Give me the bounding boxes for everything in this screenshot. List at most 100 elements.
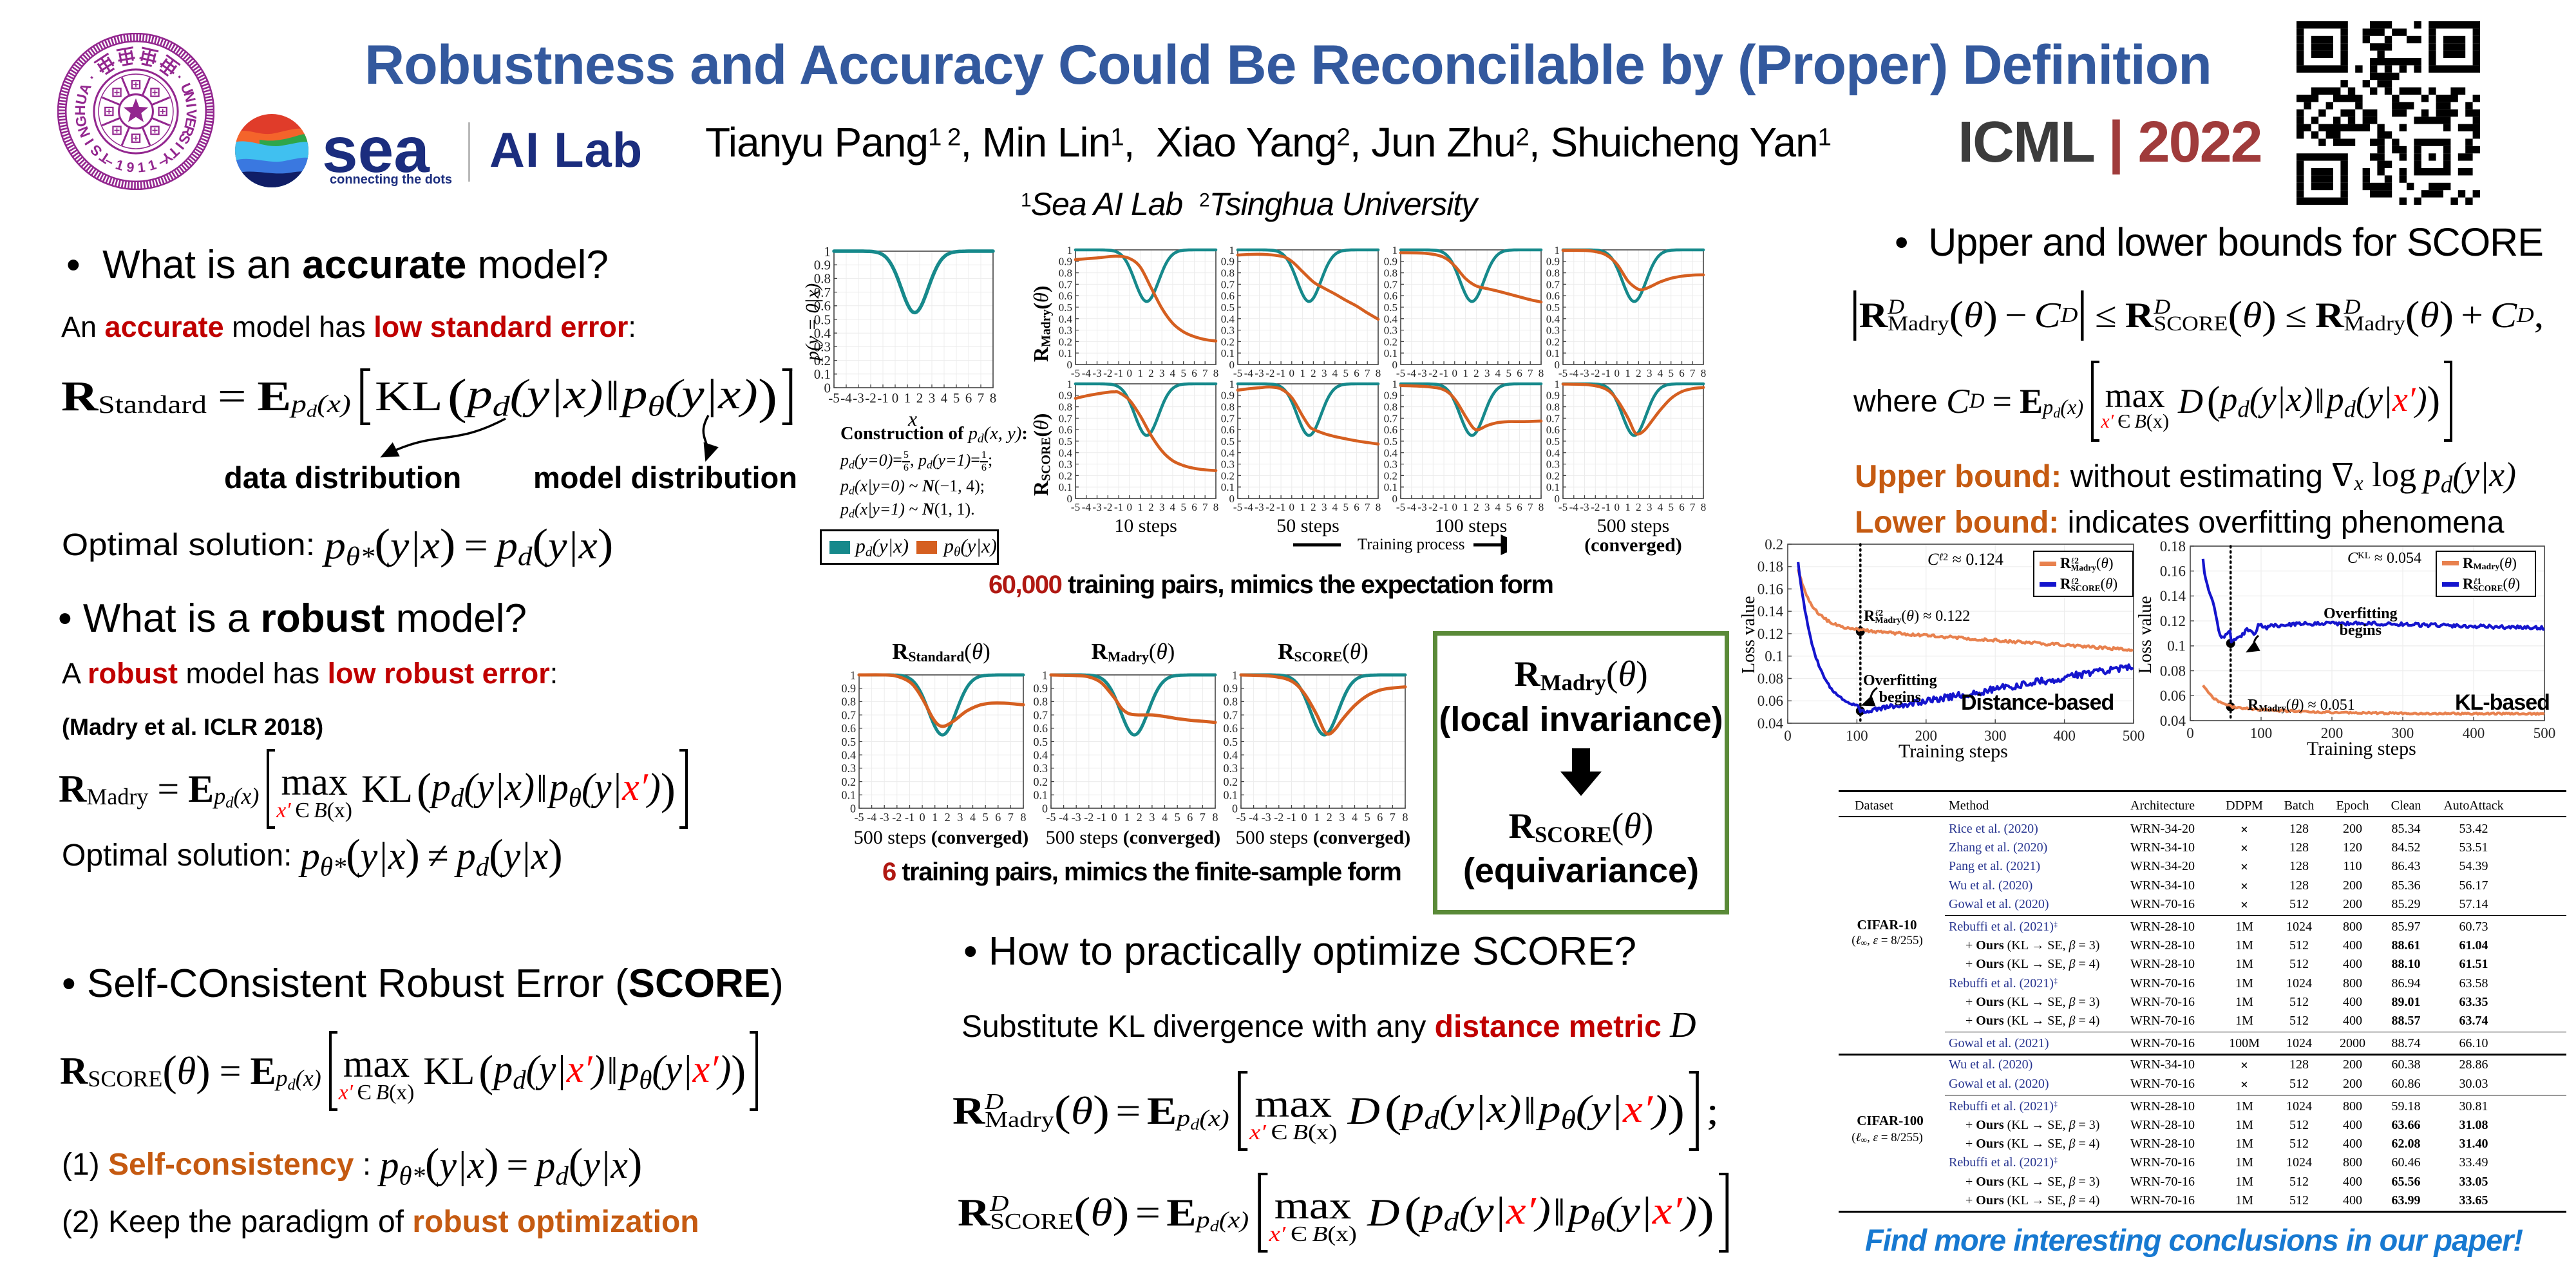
svg-text:6: 6 [1679,367,1685,379]
svg-text:0.3: 0.3 [1384,459,1397,471]
svg-text:0.6: 0.6 [1546,290,1560,302]
svg-text:-4: -4 [1244,367,1254,379]
svg-text:G: G [72,115,90,129]
svg-text:0.04: 0.04 [1757,715,1784,732]
svg-text:5: 5 [1180,367,1186,379]
svg-text:-4: -4 [1569,501,1579,513]
svg-text:0.7: 0.7 [1224,708,1238,721]
svg-text:2: 2 [1148,501,1154,513]
svg-text:8: 8 [1539,367,1544,379]
svg-text:3: 3 [929,390,936,406]
svg-text:1: 1 [1392,380,1398,390]
svg-text:0.1: 0.1 [1034,789,1048,802]
svg-text:-1: -1 [1114,367,1123,379]
svg-text:0.2: 0.2 [1034,775,1048,788]
svg-text:0.6: 0.6 [1221,290,1235,302]
svg-text:4: 4 [1658,367,1663,379]
svg-text:1: 1 [850,671,856,681]
svg-text:-5: -5 [855,811,864,824]
svg-text:-4: -4 [867,811,876,824]
svg-text:4: 4 [970,811,976,824]
svg-text:U: U [73,93,91,106]
svg-text:2: 2 [1311,501,1316,513]
svg-text:6: 6 [1354,501,1359,513]
svg-text:4: 4 [1352,811,1358,824]
svg-text:0: 0 [892,390,899,406]
svg-text:0.9: 0.9 [1221,256,1235,268]
svg-text:-1: -1 [1602,501,1611,513]
svg-text:8: 8 [1403,811,1408,824]
svg-text:-2: -2 [1428,501,1437,513]
svg-text:0.3: 0.3 [1221,459,1235,471]
svg-text:-2: -2 [1274,811,1283,824]
svg-text:0.3: 0.3 [1059,325,1072,337]
svg-text:0.8: 0.8 [1224,696,1238,708]
svg-text:0.6: 0.6 [1059,424,1072,436]
svg-text:0.8: 0.8 [842,696,857,708]
svg-text:1: 1 [1625,367,1631,379]
svg-text:3: 3 [1149,811,1155,824]
svg-text:-4: -4 [1407,501,1417,513]
svg-text:0.08: 0.08 [2160,663,2186,679]
svg-text:4: 4 [1332,367,1338,379]
svg-text:3: 3 [1484,501,1490,513]
svg-text:0: 0 [1067,493,1073,505]
svg-text:E: E [182,116,200,129]
svg-text:-3: -3 [880,811,889,824]
svg-text:400: 400 [2463,725,2485,741]
svg-text:0.2: 0.2 [1059,469,1072,482]
svg-text:0: 0 [1127,501,1133,513]
svg-text:1: 1 [904,390,911,406]
svg-text:-4: -4 [1082,367,1092,379]
svg-text:8: 8 [1213,367,1219,379]
svg-text:0: 0 [1067,359,1073,371]
svg-text:500: 500 [2123,728,2145,744]
svg-text:0: 0 [1289,501,1295,513]
svg-text:0: 0 [1229,359,1235,371]
svg-text:0.9: 0.9 [1224,682,1238,695]
svg-text:0.8: 0.8 [1546,401,1560,413]
svg-text:-1: -1 [1097,811,1106,824]
svg-text:7: 7 [1528,367,1533,379]
svg-text:0.4: 0.4 [1221,447,1235,459]
svg-text:0.1: 0.1 [1221,481,1235,493]
svg-text:0.1: 0.1 [842,789,857,802]
svg-text:1: 1 [1229,380,1235,390]
svg-text:0.16: 0.16 [1757,581,1783,597]
svg-text:3: 3 [1321,367,1327,379]
svg-text:400: 400 [2053,728,2076,744]
svg-text:0.1: 0.1 [1384,481,1397,493]
svg-text:-4: -4 [1082,501,1092,513]
svg-text:0.9: 0.9 [1034,682,1048,695]
svg-text:-2: -2 [865,390,876,406]
svg-text:1: 1 [1463,367,1468,379]
svg-text:-2: -2 [892,811,902,824]
svg-text:-3: -3 [1092,501,1101,513]
svg-text:1: 1 [1625,501,1631,513]
svg-text:7: 7 [1200,811,1206,824]
svg-text:0.7: 0.7 [842,708,857,721]
svg-text:0.4: 0.4 [1059,447,1073,459]
svg-text:0.1: 0.1 [1224,789,1238,802]
svg-text:-4: -4 [1244,501,1254,513]
svg-text:3: 3 [1159,501,1165,513]
svg-text:0.7: 0.7 [1384,412,1398,424]
svg-text:0.5: 0.5 [1221,301,1235,314]
svg-text:4: 4 [1495,501,1501,513]
svg-text:5: 5 [953,390,960,406]
svg-text:0.5: 0.5 [1546,301,1560,314]
svg-text:1: 1 [1232,671,1238,681]
svg-text:-2: -2 [1084,811,1094,824]
svg-text:8: 8 [1213,501,1219,513]
svg-text:0.3: 0.3 [1384,325,1397,337]
svg-text:0.9: 0.9 [1059,390,1072,402]
svg-text:0: 0 [1392,493,1398,505]
svg-text:6: 6 [1354,367,1359,379]
svg-text:1: 1 [1042,671,1048,681]
svg-text:2: 2 [1311,367,1316,379]
svg-text:-5: -5 [1396,501,1405,513]
svg-text:8: 8 [1701,501,1707,513]
svg-text:0: 0 [1392,359,1398,371]
svg-text:200: 200 [2321,725,2344,741]
svg-text:0: 0 [1112,811,1117,824]
